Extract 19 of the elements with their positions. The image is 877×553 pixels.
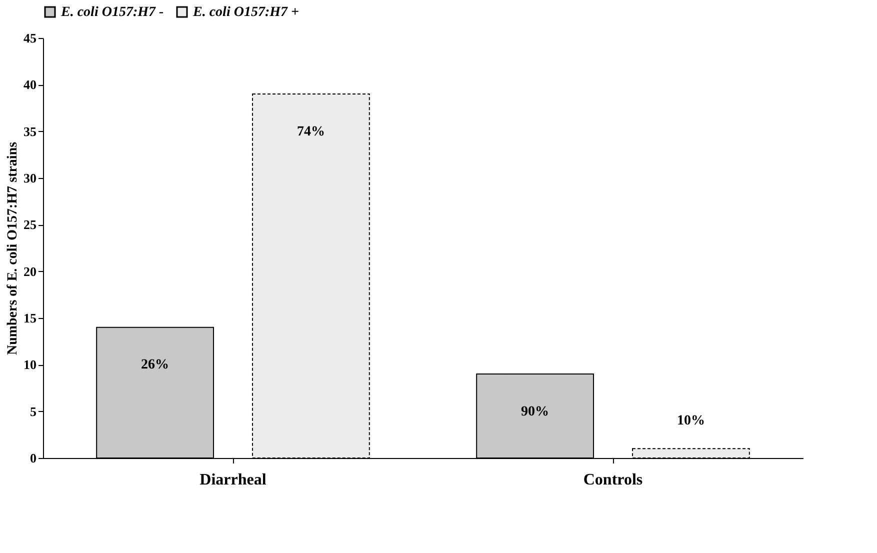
y-tick-label: 30: [24, 170, 36, 186]
legend-label: E. coli O157:H7 +: [192, 5, 299, 20]
y-tick-label: 15: [24, 310, 37, 326]
y-axis-title: Numbers of E. coli O157:H7 strains: [6, 141, 20, 356]
annotation: 90%: [521, 404, 550, 420]
x-tick-label: Diarrheal: [200, 472, 267, 488]
legend-label: E. coli O157:H7 -: [60, 5, 164, 20]
y-tick-label: 45: [24, 30, 37, 46]
annotation: 10%: [676, 414, 705, 429]
y-tick-label: 40: [24, 77, 36, 92]
y-tick-label: 25: [24, 217, 37, 232]
y-tick-label: 5: [30, 404, 37, 419]
y-tick-label: 20: [24, 264, 36, 279]
y-tick-label: 0: [30, 450, 36, 466]
annotation: 26%: [141, 358, 170, 373]
y-tick-label: 10: [24, 357, 36, 372]
x-tick-label: Controls: [583, 472, 643, 488]
y-tick-label: 35: [24, 124, 37, 139]
annotation: 74%: [296, 124, 325, 140]
